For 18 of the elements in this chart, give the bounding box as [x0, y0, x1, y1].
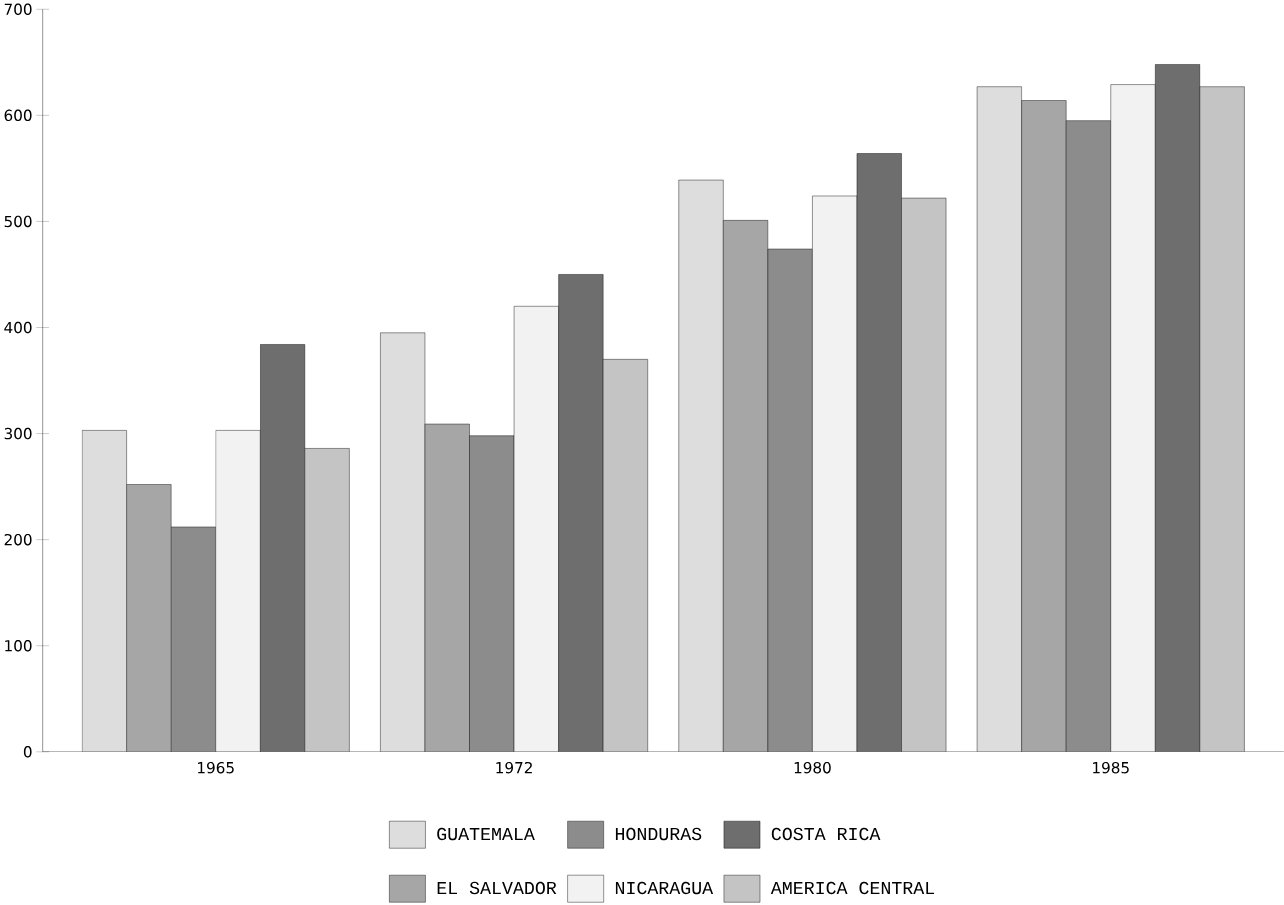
y-tick-label: 100 [5, 640, 32, 652]
legend-label: GUATEMALA [437, 828, 535, 841]
x-tick-label: 1980 [794, 762, 831, 774]
y-tick-label: 300 [4, 428, 32, 440]
legend-label: AMERICA CENTRAL [770, 882, 935, 895]
y-tick-label: 400 [4, 321, 32, 334]
legend-label: COSTA RICA [771, 828, 881, 841]
legend-label: HONDURAS [615, 828, 702, 841]
legend-label: NICARAGUA [615, 882, 714, 895]
y-tick-label: 200 [4, 534, 32, 546]
x-tick-label: 1972 [496, 762, 532, 774]
y-tick-label: 600 [4, 109, 32, 122]
y-tick-label: 0 [23, 746, 32, 758]
legend-label: EL SALVADOR [437, 882, 557, 895]
x-tick-label: 1965 [198, 762, 234, 774]
y-tick-label: 700 [4, 3, 32, 16]
x-tick-label: 1985 [1093, 762, 1129, 774]
y-tick-label: 500 [4, 215, 32, 228]
